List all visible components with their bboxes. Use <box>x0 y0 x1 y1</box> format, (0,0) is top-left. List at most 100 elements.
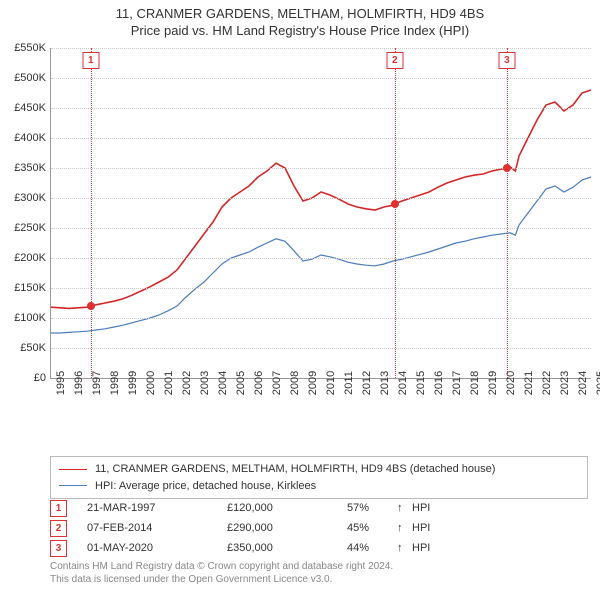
x-tick-label: 2010 <box>325 371 337 395</box>
y-tick-label: £50K <box>20 342 46 354</box>
footer-line2: This data is licensed under the Open Gov… <box>50 573 393 586</box>
x-tick-label: 2024 <box>577 371 589 395</box>
gridline-h <box>51 48 591 49</box>
x-tick-label: 2003 <box>199 371 211 395</box>
transaction-marker-box: 3 <box>498 52 515 69</box>
chart-area: £0£50K£100K£150K£200K£250K£300K£350K£400… <box>50 48 590 408</box>
gridline-h <box>51 318 591 319</box>
x-tick-label: 1998 <box>109 371 121 395</box>
transaction-date: 21-MAR-1997 <box>87 502 227 514</box>
x-tick-label: 2001 <box>163 371 175 395</box>
transaction-hpi-label: HPI <box>412 502 430 514</box>
transaction-pct: 57% <box>347 502 397 514</box>
x-tick-label: 2017 <box>451 371 463 395</box>
x-tick-label: 1999 <box>127 371 139 395</box>
y-tick-label: £400K <box>14 132 46 144</box>
transaction-vline <box>91 48 92 378</box>
transactions-table: 121-MAR-1997£120,00057%↑HPI207-FEB-2014£… <box>50 498 430 558</box>
titles: 11, CRANMER GARDENS, MELTHAM, HOLMFIRTH,… <box>0 0 600 40</box>
legend-swatch <box>59 469 87 470</box>
transaction-row: 2 07-FEB-2014£290,00045%↑HPI <box>50 518 430 538</box>
x-tick-label: 1997 <box>91 371 103 395</box>
x-tick-label: 2006 <box>253 371 265 395</box>
legend-swatch <box>59 485 87 486</box>
plot-area: £0£50K£100K£150K£200K£250K£300K£350K£400… <box>50 48 591 379</box>
line-svg <box>51 48 591 378</box>
x-tick-label: 2013 <box>379 371 391 395</box>
title-address: 11, CRANMER GARDENS, MELTHAM, HOLMFIRTH,… <box>0 6 600 23</box>
transaction-hpi-label: HPI <box>412 522 430 534</box>
x-tick-label: 2018 <box>469 371 481 395</box>
y-tick-label: £0 <box>34 372 46 384</box>
legend-label: 11, CRANMER GARDENS, MELTHAM, HOLMFIRTH,… <box>95 461 495 478</box>
y-tick-label: £550K <box>14 42 46 54</box>
footer-attribution: Contains HM Land Registry data © Crown c… <box>50 560 393 586</box>
x-tick-label: 2008 <box>289 371 301 395</box>
x-tick-label: 2000 <box>145 371 157 395</box>
transaction-row-marker: 1 <box>50 500 67 517</box>
y-tick-label: £200K <box>14 252 46 264</box>
legend-item: HPI: Average price, detached house, Kirk… <box>59 478 579 495</box>
transaction-price: £120,000 <box>227 502 347 514</box>
gridline-h <box>51 138 591 139</box>
transaction-point <box>503 164 511 172</box>
y-tick-label: £350K <box>14 162 46 174</box>
x-tick-label: 2002 <box>181 371 193 395</box>
y-tick-label: £100K <box>14 312 46 324</box>
chart-container: 11, CRANMER GARDENS, MELTHAM, HOLMFIRTH,… <box>0 0 600 590</box>
y-tick-label: £150K <box>14 282 46 294</box>
transaction-pct: 44% <box>347 542 397 554</box>
transaction-vline <box>395 48 396 378</box>
transaction-price: £290,000 <box>227 522 347 534</box>
x-tick-label: 2014 <box>397 371 409 395</box>
x-tick-label: 2011 <box>343 371 355 395</box>
y-tick-label: £500K <box>14 72 46 84</box>
x-tick-label: 2023 <box>559 371 571 395</box>
transaction-row: 301-MAY-2020£350,00044%↑HPI <box>50 538 430 558</box>
legend-label: HPI: Average price, detached house, Kirk… <box>95 478 316 495</box>
x-tick-label: 2021 <box>523 371 535 395</box>
transaction-row-marker: 3 <box>50 540 67 557</box>
y-tick-label: £250K <box>14 222 46 234</box>
series-line <box>51 90 591 308</box>
transaction-marker-box: 1 <box>82 52 99 69</box>
transaction-row-marker: 2 <box>50 520 67 537</box>
x-tick-label: 2004 <box>217 371 229 395</box>
transaction-price: £350,000 <box>227 542 347 554</box>
arrow-up-icon: ↑ <box>397 522 412 534</box>
arrow-up-icon: ↑ <box>397 502 412 514</box>
y-tick-label: £300K <box>14 192 46 204</box>
gridline-h <box>51 348 591 349</box>
x-tick-label: 2015 <box>415 371 427 395</box>
title-subtitle: Price paid vs. HM Land Registry's House … <box>0 23 600 40</box>
x-tick-label: 2025 <box>595 371 600 395</box>
transaction-marker-box: 2 <box>386 52 403 69</box>
gridline-h <box>51 288 591 289</box>
transaction-hpi-label: HPI <box>412 542 430 554</box>
x-tick-label: 2005 <box>235 371 247 395</box>
x-tick-label: 2007 <box>271 371 283 395</box>
gridline-h <box>51 78 591 79</box>
transaction-point <box>87 302 95 310</box>
transaction-pct: 45% <box>347 522 397 534</box>
x-tick-label: 2009 <box>307 371 319 395</box>
x-tick-label: 1995 <box>55 371 67 395</box>
x-tick-label: 2012 <box>361 371 373 395</box>
gridline-h <box>51 198 591 199</box>
transaction-date: 01-MAY-2020 <box>87 542 227 554</box>
footer-line1: Contains HM Land Registry data © Crown c… <box>50 560 393 573</box>
transaction-vline <box>507 48 508 378</box>
x-tick-label: 2019 <box>487 371 499 395</box>
legend-item: 11, CRANMER GARDENS, MELTHAM, HOLMFIRTH,… <box>59 461 579 478</box>
gridline-h <box>51 108 591 109</box>
y-tick-label: £450K <box>14 102 46 114</box>
x-tick-label: 2016 <box>433 371 445 395</box>
transaction-date: 07-FEB-2014 <box>87 522 227 534</box>
transaction-row: 1 21-MAR-1997£120,00057%↑HPI <box>50 498 430 518</box>
x-tick-label: 1996 <box>73 371 85 395</box>
legend-box: 11, CRANMER GARDENS, MELTHAM, HOLMFIRTH,… <box>50 456 588 499</box>
x-tick-label: 2022 <box>541 371 553 395</box>
gridline-h <box>51 258 591 259</box>
gridline-h <box>51 228 591 229</box>
series-line <box>51 177 591 333</box>
